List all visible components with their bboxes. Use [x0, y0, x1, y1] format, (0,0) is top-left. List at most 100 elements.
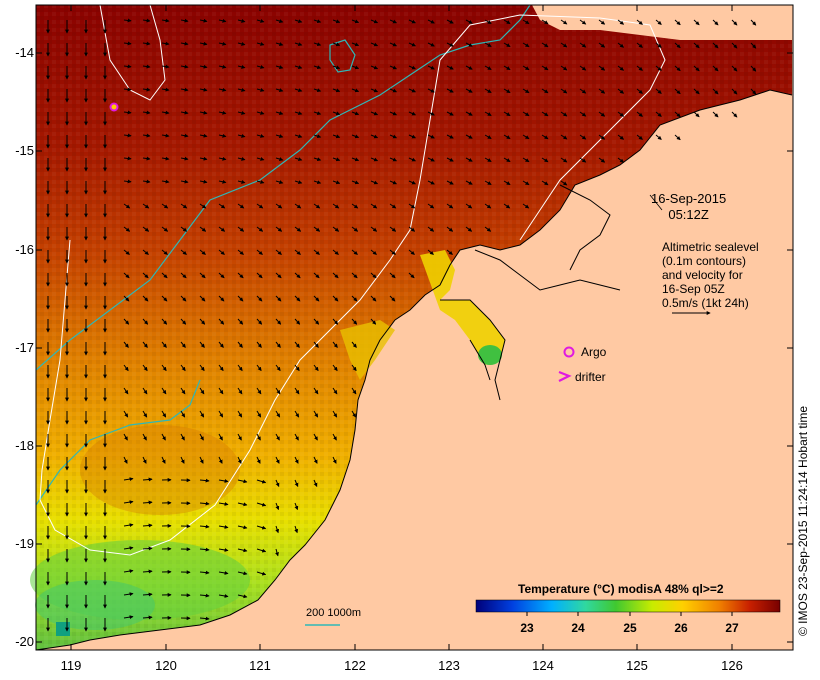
- velocity-arrow: [484, 19, 492, 24]
- velocity-arrow: [199, 87, 208, 92]
- colorbar-tick-label: 25: [623, 621, 637, 635]
- velocity-arrow: [256, 433, 261, 441]
- velocity-arrow: [332, 249, 339, 255]
- velocity-arrow: [161, 110, 170, 115]
- velocity-arrow: [123, 546, 134, 551]
- archipelago-coastline: [474, 184, 621, 291]
- velocity-arrow: [693, 42, 700, 49]
- velocity-arrow: [142, 41, 151, 46]
- velocity-arrow: [389, 157, 398, 162]
- argo-float-marker[interactable]: [109, 102, 119, 112]
- velocity-arrow: [655, 65, 662, 71]
- velocity-arrow: [275, 180, 284, 184]
- velocity-arrow: [332, 433, 337, 441]
- velocity-arrow: [256, 249, 263, 255]
- velocity-arrow: [674, 111, 681, 118]
- altimetry-line: Altimetric sealevel: [662, 240, 759, 254]
- velocity-arrow: [598, 65, 606, 71]
- velocity-arrow: [674, 42, 681, 49]
- velocity-arrow: [313, 364, 319, 372]
- bathymetry-200m-loop: [35, 379, 201, 506]
- velocity-arrow: [541, 134, 549, 140]
- velocity-arrow: [123, 387, 129, 395]
- velocity-arrow: [655, 42, 662, 48]
- velocity-arrow: [199, 387, 205, 395]
- velocity-arrow: [275, 364, 281, 372]
- velocity-arrow: [465, 42, 473, 47]
- velocity-arrow: [180, 295, 187, 302]
- velocity-arrow: [218, 272, 225, 279]
- velocity-arrow: [180, 18, 189, 23]
- velocity-arrow: [256, 134, 265, 138]
- velocity-arrow: [199, 341, 205, 348]
- velocity-arrow: [161, 226, 169, 232]
- velocity-arrow: [351, 180, 360, 185]
- velocity-arrow: [123, 615, 134, 620]
- velocity-arrow: [123, 18, 132, 23]
- velocity-arrow: [446, 65, 454, 70]
- velocity-arrow: [237, 87, 246, 92]
- velocity-arrow: [218, 87, 227, 92]
- velocity-arrow: [522, 42, 530, 48]
- velocity-arrow: [313, 295, 320, 302]
- velocity-arrow: [142, 433, 147, 441]
- velocity-arrow: [237, 502, 248, 507]
- velocity-arrow: [161, 203, 169, 209]
- velocity-arrow: [446, 19, 454, 24]
- velocity-arrow: [389, 65, 398, 70]
- velocity-arrow: [123, 203, 131, 209]
- velocity-arrow: [446, 42, 454, 47]
- velocity-arrow: [712, 42, 719, 49]
- velocity-arrow: [161, 272, 168, 279]
- velocity-arrow: [503, 157, 511, 163]
- timestamp-time: 05:12Z: [668, 207, 709, 222]
- velocity-arrow: [617, 157, 625, 163]
- velocity-arrow: [560, 65, 568, 71]
- velocity-arrow: [218, 110, 227, 115]
- velocity-arrow: [256, 456, 261, 464]
- velocity-arrow: [294, 410, 300, 418]
- velocity-arrow: [180, 364, 186, 372]
- velocity-arrow: [218, 203, 226, 209]
- nearshore-yellow-strip: [340, 320, 395, 380]
- velocity-arrow: [750, 65, 757, 72]
- velocity-arrow: [389, 111, 398, 116]
- velocity-arrow: [294, 479, 299, 488]
- velocity-arrow: [161, 387, 167, 395]
- velocity-arrow: [332, 272, 339, 279]
- velocity-arrow: [541, 111, 549, 117]
- velocity-arrow: [579, 111, 587, 117]
- velocity-arrow: [142, 295, 149, 302]
- velocity-arrow: [237, 110, 246, 115]
- velocity-arrow: [237, 318, 244, 325]
- velocity-arrow: [446, 249, 453, 255]
- altimetry-line: and velocity for: [662, 268, 743, 282]
- velocity-arrow: [142, 364, 148, 372]
- velocity-arrow: [294, 19, 303, 24]
- velocity-arrow: [351, 19, 360, 24]
- velocity-arrow: [218, 18, 227, 23]
- velocity-arrow: [484, 42, 492, 47]
- velocity-arrow: [218, 410, 224, 418]
- velocity-arrow: [180, 341, 186, 348]
- velocity-arrow: [332, 203, 340, 209]
- y-tick-label: -16: [15, 242, 34, 257]
- sealevel-contour-west: [39, 14, 666, 556]
- velocity-arrow: [123, 500, 134, 505]
- bathymetry-200m-sea-mount: [329, 39, 356, 73]
- velocity-arrow: [389, 226, 397, 232]
- velocity-arrow: [237, 179, 246, 184]
- velocity-arrow: [446, 203, 454, 209]
- velocity-arrow: [446, 111, 454, 116]
- velocity-arrow: [313, 65, 322, 70]
- velocity-arrow: [389, 88, 398, 93]
- velocity-arrow: [408, 19, 417, 24]
- velocity-arrow: [693, 19, 700, 26]
- velocity-arrow: [123, 226, 131, 232]
- velocity-arrow: [256, 272, 263, 279]
- x-tick-label: 125: [626, 658, 648, 673]
- velocity-arrow: [332, 295, 339, 302]
- argo-legend-label: Argo: [581, 345, 607, 359]
- velocity-arrow: [275, 502, 280, 511]
- velocity-arrow: [731, 65, 738, 72]
